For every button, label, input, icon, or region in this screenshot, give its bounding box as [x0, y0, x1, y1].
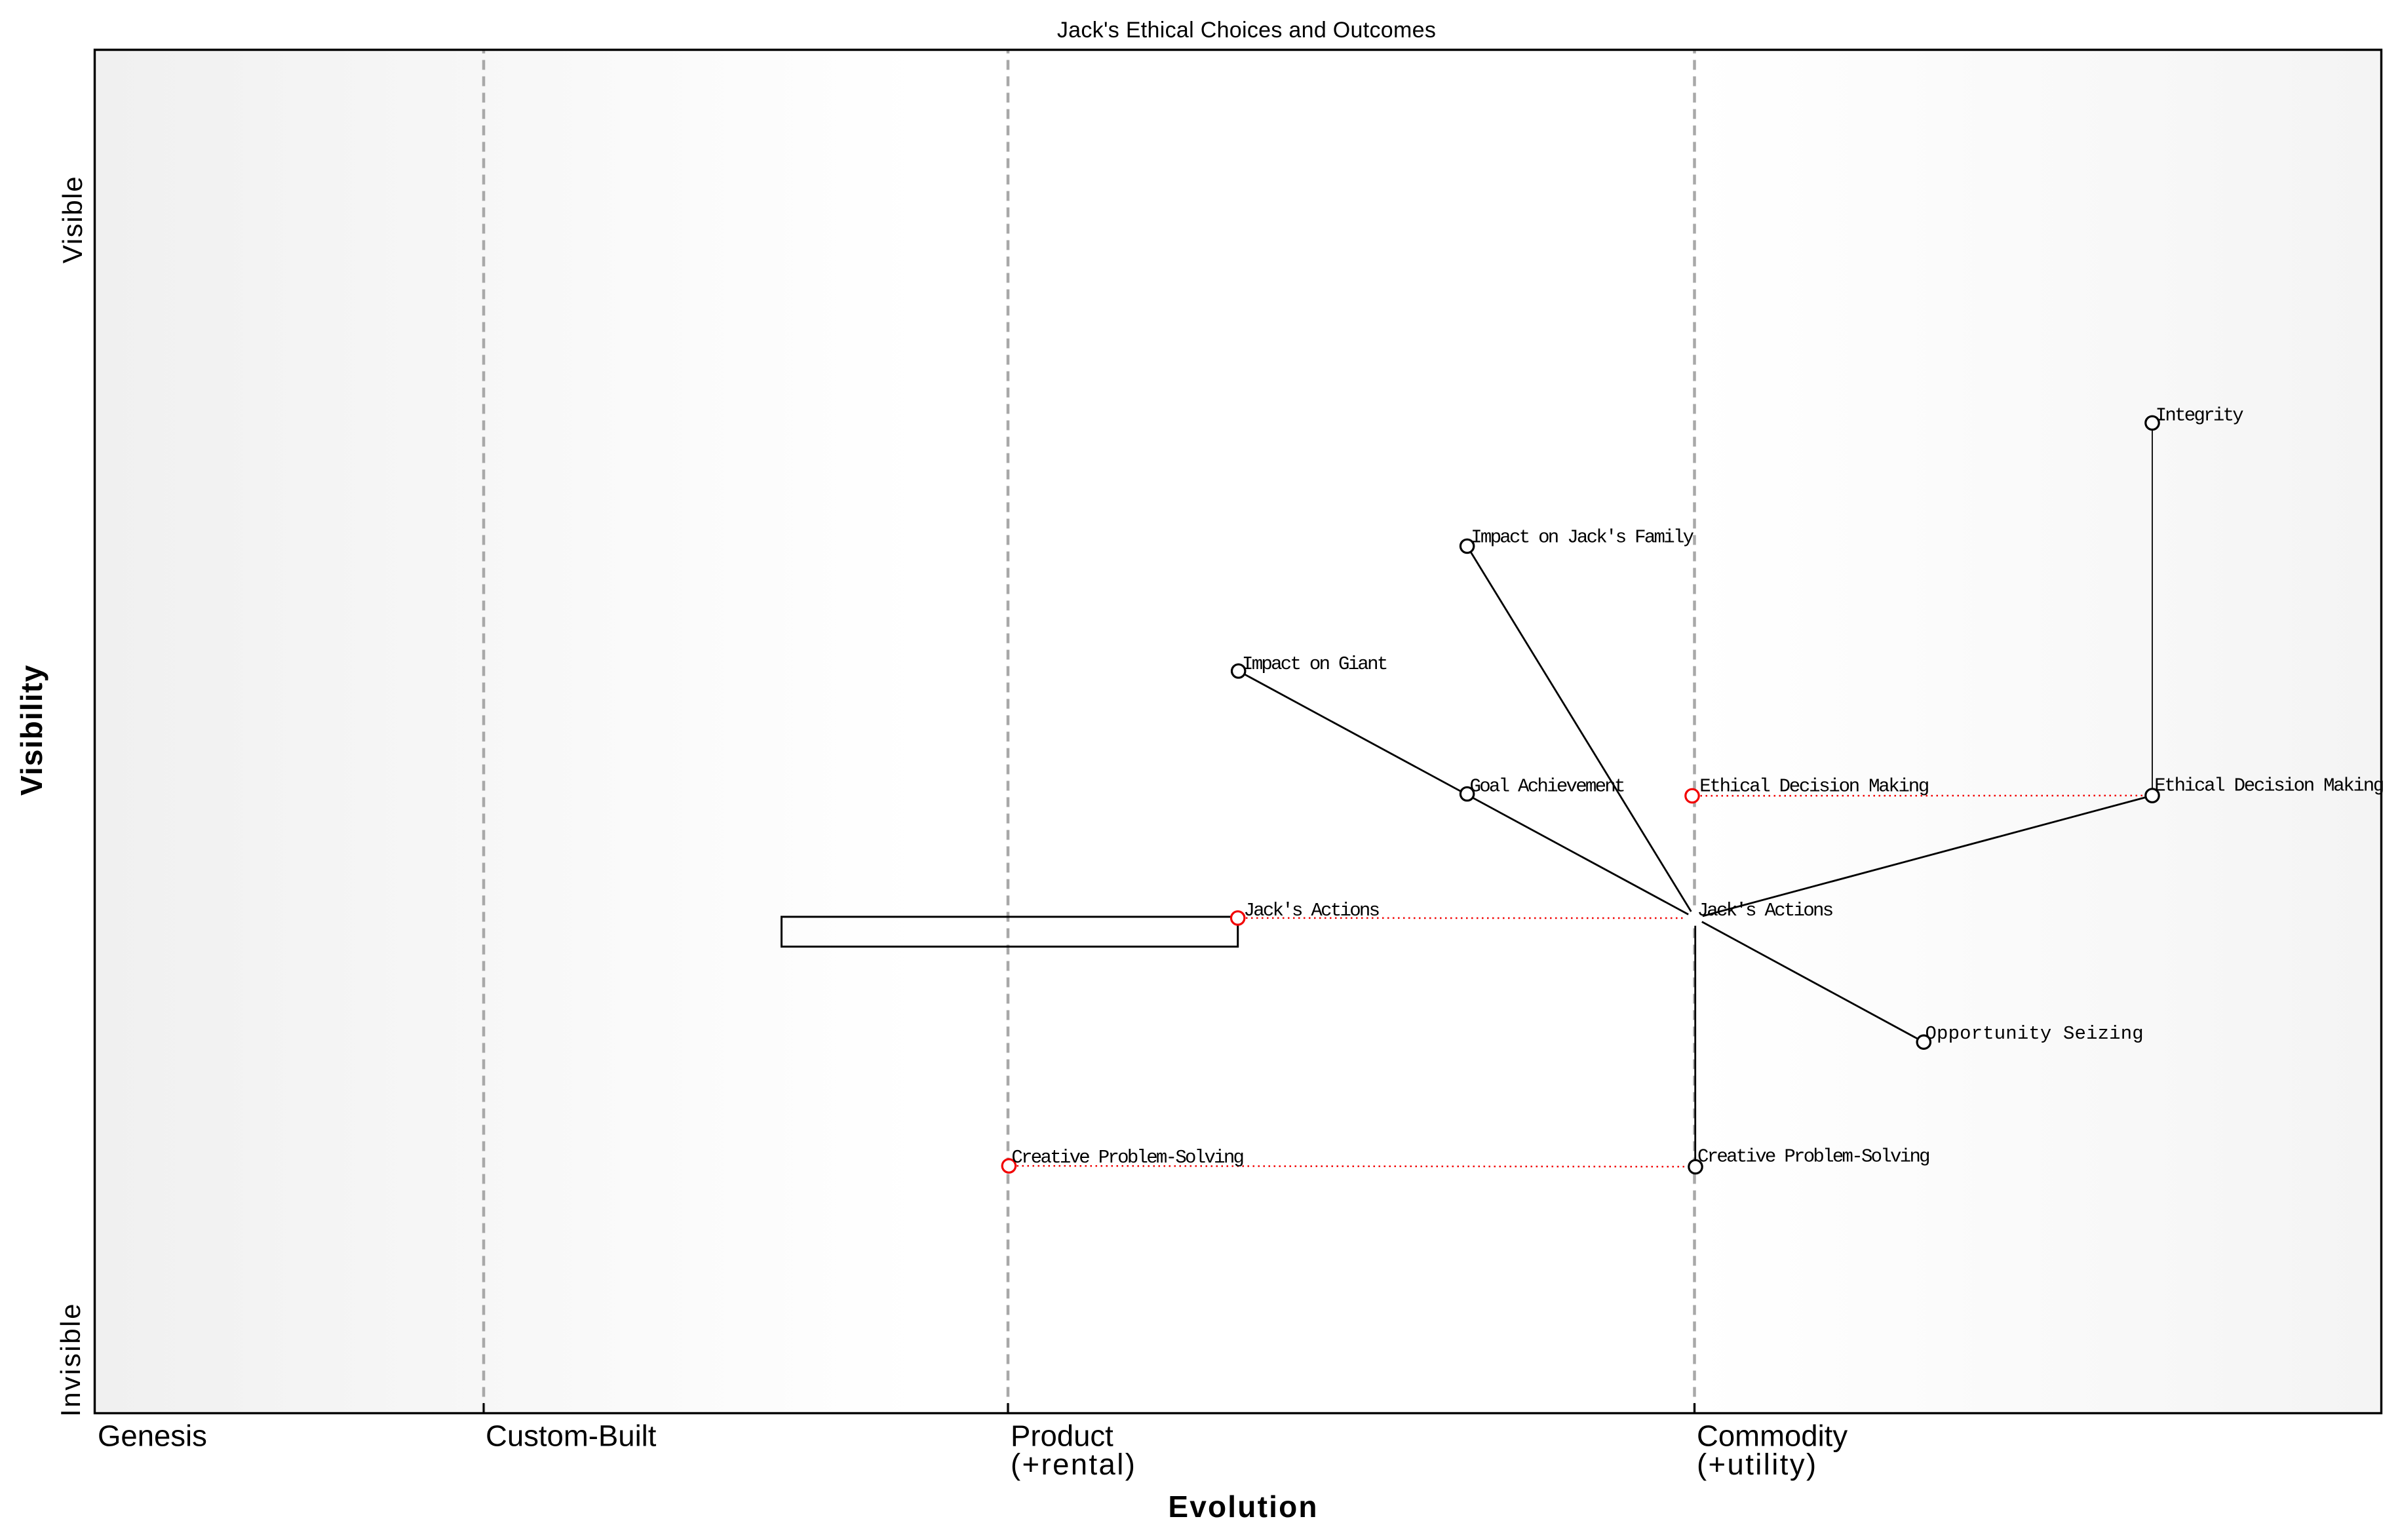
svg-text:Ethical Decision Making: Ethical Decision Making [1699, 776, 1928, 798]
svg-text:Visible: Visible [57, 176, 88, 263]
svg-text:Evolution: Evolution [1168, 1490, 1318, 1524]
svg-text:Jack's Actions: Jack's Actions [1244, 900, 1380, 921]
svg-text:(+rental): (+rental) [1011, 1448, 1136, 1481]
svg-text:Commodity: Commodity [1697, 1419, 1848, 1453]
svg-text:Goal Achievement: Goal Achievement [1470, 776, 1625, 798]
svg-text:Invisible: Invisible [55, 1302, 86, 1417]
svg-text:Creative Problem-Solving: Creative Problem-Solving [1011, 1147, 1243, 1168]
svg-text:Impact on Jack's Family: Impact on Jack's Family [1471, 527, 1694, 549]
svg-text:Custom-Built: Custom-Built [486, 1419, 657, 1453]
svg-text:Ethical Decision Making: Ethical Decision Making [2154, 775, 2383, 797]
svg-text:Genesis: Genesis [98, 1419, 207, 1453]
svg-text:Jack's Actions: Jack's Actions [1697, 900, 1833, 921]
svg-text:Impact on Giant: Impact on Giant [1242, 653, 1387, 675]
svg-text:Opportunity Seizing: Opportunity Seizing [1926, 1023, 2144, 1045]
svg-text:Integrity: Integrity [2156, 405, 2244, 427]
svg-text:Creative Problem-Solving: Creative Problem-Solving [1697, 1146, 1929, 1168]
svg-text:(+utility): (+utility) [1697, 1448, 1818, 1481]
svg-text:Product: Product [1011, 1419, 1113, 1453]
svg-text:Jack's Ethical Choices and Out: Jack's Ethical Choices and Outcomes [1057, 18, 1436, 43]
svg-text:Visibility: Visibility [14, 664, 48, 796]
